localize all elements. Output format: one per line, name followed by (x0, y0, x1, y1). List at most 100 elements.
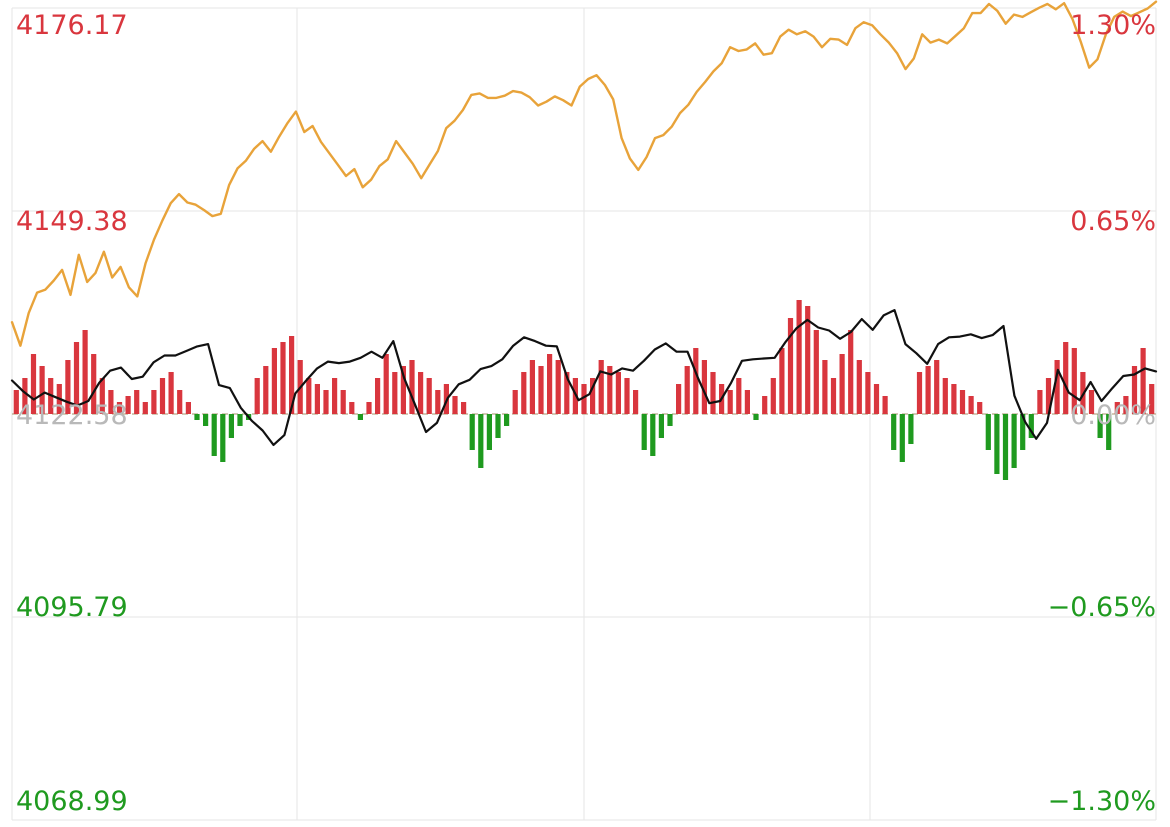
pct-tick-top: 1.30% (1070, 10, 1156, 41)
histogram-bar (211, 414, 217, 456)
histogram-bar (813, 330, 819, 414)
histogram-bar (91, 354, 97, 414)
histogram-bar (1063, 342, 1069, 414)
histogram-bar (289, 336, 295, 414)
histogram-bar (1149, 384, 1155, 414)
histogram-bar (1140, 348, 1146, 414)
histogram-bar (1123, 396, 1129, 414)
histogram-bar (908, 414, 914, 444)
histogram-bar (693, 348, 699, 414)
histogram-bar (504, 414, 510, 426)
histogram-bar (598, 360, 604, 414)
histogram-bar (555, 360, 561, 414)
histogram-bar (607, 366, 613, 414)
histogram-bar (65, 360, 71, 414)
histogram-bar (856, 360, 862, 414)
pct-tick-upper: 0.65% (1070, 206, 1156, 237)
price-tick-top: 4176.17 (16, 10, 128, 41)
histogram-bar (1131, 366, 1138, 414)
histogram-bar (547, 354, 553, 414)
histogram-bar (1071, 348, 1077, 414)
histogram-bar (357, 414, 363, 420)
histogram-bar (486, 414, 492, 450)
histogram-bar (314, 384, 320, 414)
pct-tick-lower: −0.65% (1047, 592, 1156, 623)
price-line (10, 0, 1158, 347)
histogram-bar (134, 390, 140, 414)
histogram-bar (899, 414, 905, 462)
histogram-bar (1045, 378, 1052, 414)
histogram-bar (934, 360, 940, 414)
histogram-bar (1106, 414, 1112, 450)
chart-lines (10, 0, 1158, 446)
histogram-bar (1114, 402, 1120, 414)
histogram-bar (667, 414, 673, 426)
price-tick-upper: 4149.38 (16, 206, 128, 237)
volume-histogram (13, 300, 1155, 480)
histogram-bar (392, 372, 398, 414)
price-tick-lower: 4095.79 (16, 592, 128, 623)
histogram-bar (1002, 414, 1009, 480)
histogram-bar (159, 378, 166, 414)
histogram-bar (942, 378, 948, 414)
histogram-bar (349, 402, 355, 414)
histogram-bar (959, 390, 966, 414)
histogram-bar (701, 360, 707, 414)
histogram-bar (615, 372, 621, 414)
histogram-bar (435, 390, 441, 414)
histogram-bar (452, 396, 458, 414)
histogram-bar (332, 378, 338, 414)
histogram-bar (495, 414, 501, 438)
histogram-bar (237, 414, 243, 426)
average-line (10, 309, 1158, 446)
histogram-bar (409, 360, 415, 414)
histogram-bar (985, 414, 991, 450)
histogram-bar (1020, 414, 1026, 450)
histogram-bar (340, 390, 346, 414)
histogram-bar (177, 390, 183, 414)
pct-tick-base: 0.00% (1070, 400, 1156, 431)
histogram-bar (168, 372, 174, 414)
histogram-bar (228, 414, 234, 438)
histogram-bar (762, 396, 768, 414)
histogram-bar (1097, 414, 1103, 438)
histogram-bar (254, 378, 260, 414)
histogram-bar (478, 414, 484, 468)
histogram-bar (30, 354, 37, 414)
histogram-bar (848, 330, 854, 414)
histogram-bar (830, 378, 837, 414)
histogram-bar (891, 414, 897, 450)
histogram-bar (865, 372, 871, 414)
histogram-bar (521, 372, 527, 414)
histogram-bar (400, 366, 406, 414)
histogram-bar (108, 390, 114, 414)
histogram-bar (323, 390, 329, 414)
histogram-bar (469, 414, 475, 450)
histogram-bar (753, 414, 759, 420)
histogram-bar (418, 372, 424, 414)
histogram-bar (426, 378, 432, 414)
histogram-bar (151, 390, 157, 414)
histogram-bar (461, 402, 467, 414)
histogram-bar (796, 300, 802, 414)
histogram-bar (375, 378, 381, 414)
histogram-bar (529, 360, 535, 414)
price-tick-base: 4122.58 (16, 400, 128, 431)
histogram-bar (779, 348, 785, 414)
histogram-bar (994, 414, 1000, 474)
histogram-bar (99, 378, 105, 414)
histogram-bar (977, 402, 983, 414)
histogram-bar (641, 414, 647, 450)
histogram-bar (194, 414, 200, 420)
histogram-bar (581, 384, 587, 414)
histogram-bar (82, 330, 88, 414)
histogram-bar (822, 360, 828, 414)
histogram-bar (951, 384, 957, 414)
histogram-bar (787, 318, 794, 414)
histogram-bar (538, 366, 544, 414)
histogram-bar (770, 378, 776, 414)
histogram-bar (142, 402, 148, 414)
histogram-bar (1028, 414, 1034, 438)
histogram-bar (13, 390, 19, 414)
